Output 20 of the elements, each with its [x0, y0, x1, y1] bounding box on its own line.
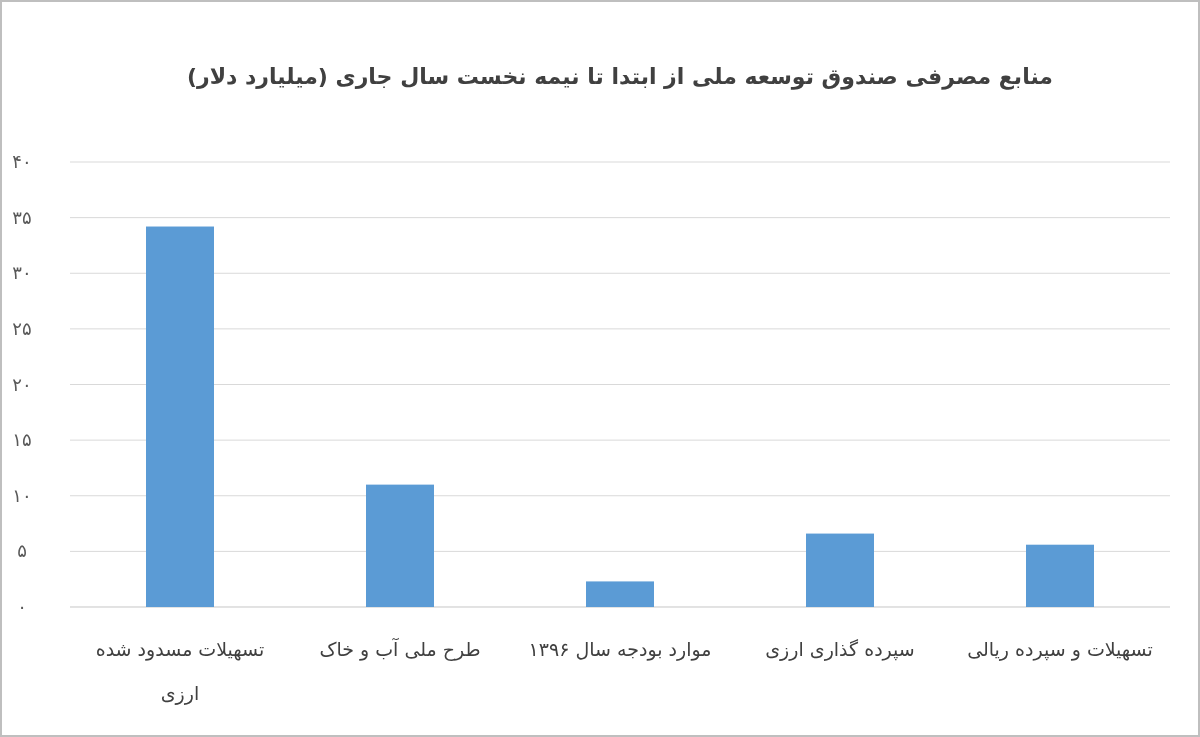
bar [146, 226, 214, 607]
y-tick-label: ۱۵ [12, 429, 32, 451]
x-tick-label: سپرده گذاری ارزی [765, 638, 915, 661]
chart-title: منابع مصرفی صندوق توسعه ملی از ابتدا تا نیمه نخست سال جاری (میلیارد دلار) [186, 64, 1054, 90]
y-tick-label: ۱۰ [12, 484, 32, 506]
x-tick-label: طرح ملی آب و خاک [319, 637, 481, 661]
y-tick-label: ۳۰ [12, 262, 32, 284]
bar [1026, 544, 1094, 607]
bar [366, 484, 434, 607]
x-tick-label: تسهیلات مسدود شده ارزی [95, 638, 265, 705]
y-tick-label: ۴۰ [12, 151, 32, 172]
y-tick-label: ۲۵ [12, 317, 32, 339]
x-tick-label: تسهیلات و سپرده ریالی [967, 638, 1153, 661]
y-tick-label: ۳۵ [12, 206, 32, 228]
bar [806, 533, 874, 607]
x-tick-label: موارد بودجه سال ۱۳۹۶ [528, 638, 712, 661]
y-tick-label: ۲۰ [12, 373, 32, 395]
y-tick-label: ۰ [17, 596, 27, 617]
y-tick-label: ۵ [17, 540, 27, 562]
bar [586, 581, 654, 607]
